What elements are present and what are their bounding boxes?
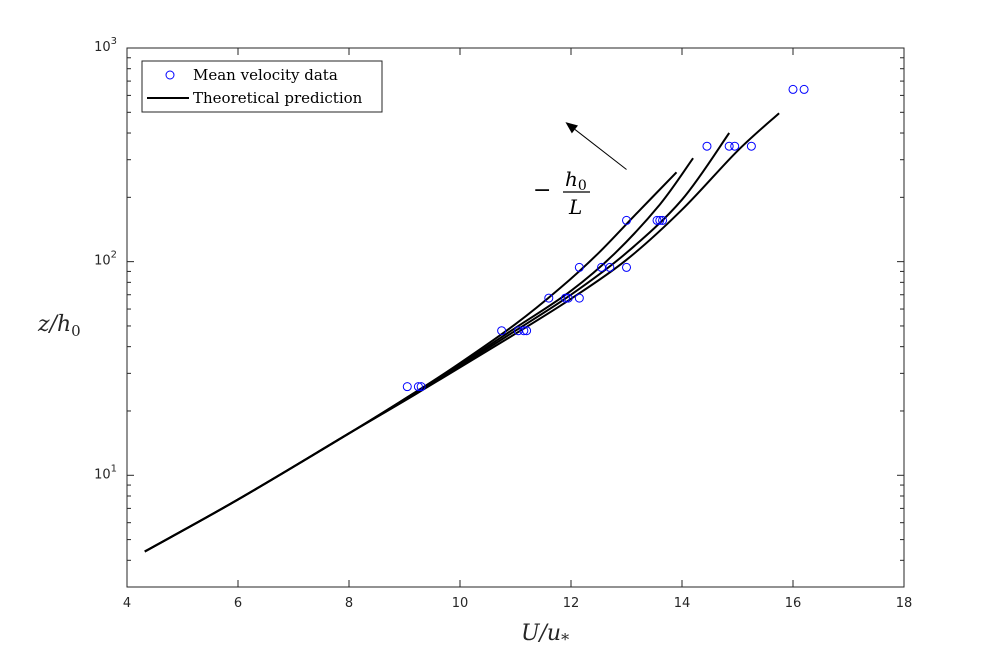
data-point [413, 382, 423, 392]
theory-line [144, 171, 678, 553]
data-point [497, 326, 507, 336]
legend-marker-data [165, 70, 175, 80]
annotation-minus: − [533, 178, 551, 203]
data-point [724, 141, 734, 151]
y-tick-label: 102 [94, 250, 117, 269]
annotation-numerator: h0 [565, 167, 587, 194]
x-tick-label: 8 [345, 596, 353, 611]
y-tick-label-exponent: 2 [111, 250, 117, 261]
y-tick-label-exponent: 3 [111, 36, 117, 47]
y-axis-label: z/h0 [37, 312, 81, 340]
y-axis-label-sub: 0 [71, 322, 81, 340]
data-point [652, 215, 662, 225]
x-tick-label: 10 [452, 596, 469, 611]
x-axis-label-main: U/u [521, 621, 561, 646]
data-point [563, 293, 573, 303]
data-point [622, 262, 631, 272]
annotation-numerator-main: h [565, 167, 578, 191]
theory-line [144, 132, 731, 553]
legend-label-line: Theoretical prediction [193, 89, 363, 107]
y-tick-label: 101 [94, 463, 117, 482]
x-tick-label: 16 [785, 596, 802, 611]
annotation: − h0 L [533, 122, 627, 219]
y-axis-label-main: z/h [37, 312, 71, 337]
data-point [730, 141, 740, 151]
data-point [544, 293, 554, 303]
data-point [788, 84, 798, 94]
data-point [622, 215, 631, 225]
annotation-numerator-sub: 0 [578, 178, 587, 194]
legend: Mean velocity data Theoretical predictio… [141, 60, 383, 113]
data-point [658, 215, 668, 225]
theory-line [144, 112, 780, 553]
data-point [416, 382, 426, 392]
annotation-arrowhead [565, 122, 578, 134]
series-layer [144, 84, 809, 553]
data-point [655, 215, 665, 225]
data-point [560, 293, 570, 303]
data-point [702, 141, 712, 151]
plot-frame [126, 47, 905, 588]
legend-label-data: Mean velocity data [193, 66, 338, 84]
data-point [605, 262, 615, 272]
theory-line [144, 157, 694, 553]
data-point [799, 84, 809, 94]
y-tick-label-base: 10 [94, 40, 111, 55]
data-point [519, 326, 529, 336]
data-point [574, 262, 584, 272]
annotation-denominator: L [568, 195, 582, 219]
data-point [522, 326, 532, 336]
y-tick-label-base: 10 [94, 467, 111, 482]
data-point [746, 141, 756, 151]
y-tick-label-exponent: 1 [111, 463, 117, 474]
legend-box [141, 60, 383, 113]
x-tick-label: 18 [896, 596, 913, 611]
x-tick-label: 6 [234, 596, 242, 611]
y-tick-label-base: 10 [94, 254, 111, 269]
data-point [574, 293, 584, 303]
x-axis-label: U/u* [521, 621, 569, 649]
data-point [402, 382, 412, 392]
annotation-arrow [574, 129, 627, 170]
x-tick-label: 12 [563, 596, 580, 611]
x-axis-label-sub: * [561, 630, 569, 649]
x-tick-label: 4 [123, 596, 131, 611]
y-tick-label: 103 [94, 36, 117, 55]
x-tick-label: 14 [674, 596, 691, 611]
